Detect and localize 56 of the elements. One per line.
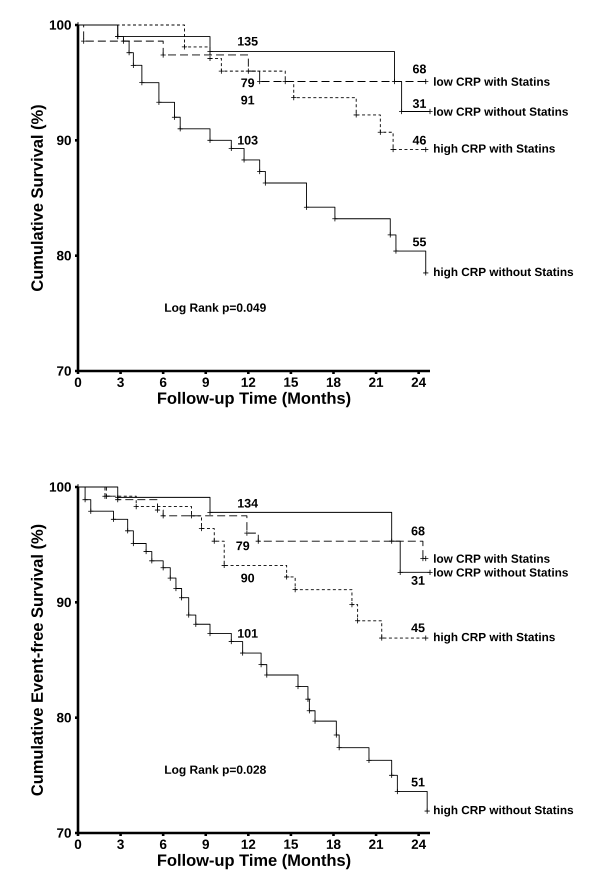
x-tick-label: 24 (412, 840, 426, 849)
y-tick-label: 70 (57, 828, 71, 838)
x-tick-label: 0 (74, 840, 82, 850)
y-tick-label: 80 (56, 712, 71, 722)
x-tick-label: 6 (160, 378, 166, 388)
annotation: 55 (412, 238, 426, 246)
x-tick-label: 0 (74, 378, 82, 388)
series-label: high CRP without Statins (434, 267, 574, 278)
annotation: 134 (238, 498, 258, 508)
x-tick-label: 21 (369, 840, 384, 849)
x-tick-label: 21 (369, 378, 384, 387)
y-tick-label: 80 (56, 250, 71, 260)
annotation: 135 (238, 36, 258, 46)
x-tick-label: 9 (202, 378, 209, 388)
x-tick-label: 12 (242, 378, 256, 387)
x-tick-label: 24 (412, 378, 426, 387)
series-label: low CRP without Statins (434, 568, 568, 577)
x-tick-label: 9 (202, 840, 209, 850)
series-label: high CRP with Statins (434, 144, 555, 156)
annotation: 68 (412, 64, 426, 74)
series-label: low CRP with Statins (434, 77, 550, 86)
y-tick-label: 100 (50, 482, 71, 492)
annotation: 68 (412, 526, 425, 536)
annotation: 51 (412, 778, 425, 786)
x-tick-label: 3 (117, 378, 124, 388)
annotation: 103 (238, 136, 258, 145)
annotation: 90 (241, 574, 254, 582)
series-label: high CRP with Statins (434, 632, 555, 644)
annotation: Log Rank p=0.049 (165, 303, 266, 314)
series-label: high CRP without Statins (434, 806, 574, 817)
annotation: 46 (412, 136, 426, 145)
annotation: 31 (411, 576, 425, 585)
y-tick-label: 90 (56, 598, 71, 608)
annotation: 79 (236, 541, 250, 550)
y-tick-label: 70 (57, 366, 71, 376)
series-label: low CRP without Statins (434, 107, 568, 116)
x-tick-label: 12 (242, 840, 256, 849)
annotation: 45 (411, 623, 425, 632)
x-tick-label: 18 (326, 840, 341, 850)
y-axis-title: Cumulative Event-free Survival (%) (30, 524, 46, 796)
x-tick-label: 15 (284, 378, 298, 387)
annotation: 79 (241, 78, 254, 88)
x-tick-label: 18 (326, 378, 341, 388)
annotation: 31 (412, 99, 426, 108)
annotation: Log Rank p=0.028 (165, 765, 266, 776)
x-tick-label: 6 (160, 840, 166, 850)
x-tick-label: 3 (117, 840, 124, 850)
y-tick-label: 90 (56, 136, 71, 146)
series-label: low CRP with Statins (434, 554, 550, 563)
x-tick-label: 15 (284, 840, 298, 849)
x-axis-title: Follow-up Time (Months) (158, 854, 350, 870)
annotation: 91 (241, 96, 254, 104)
x-axis-title: Follow-up Time (Months) (158, 392, 350, 408)
annotation: 101 (238, 628, 258, 638)
y-tick-label: 100 (50, 20, 71, 30)
y-axis-title: Cumulative Survival (%) (30, 105, 46, 291)
